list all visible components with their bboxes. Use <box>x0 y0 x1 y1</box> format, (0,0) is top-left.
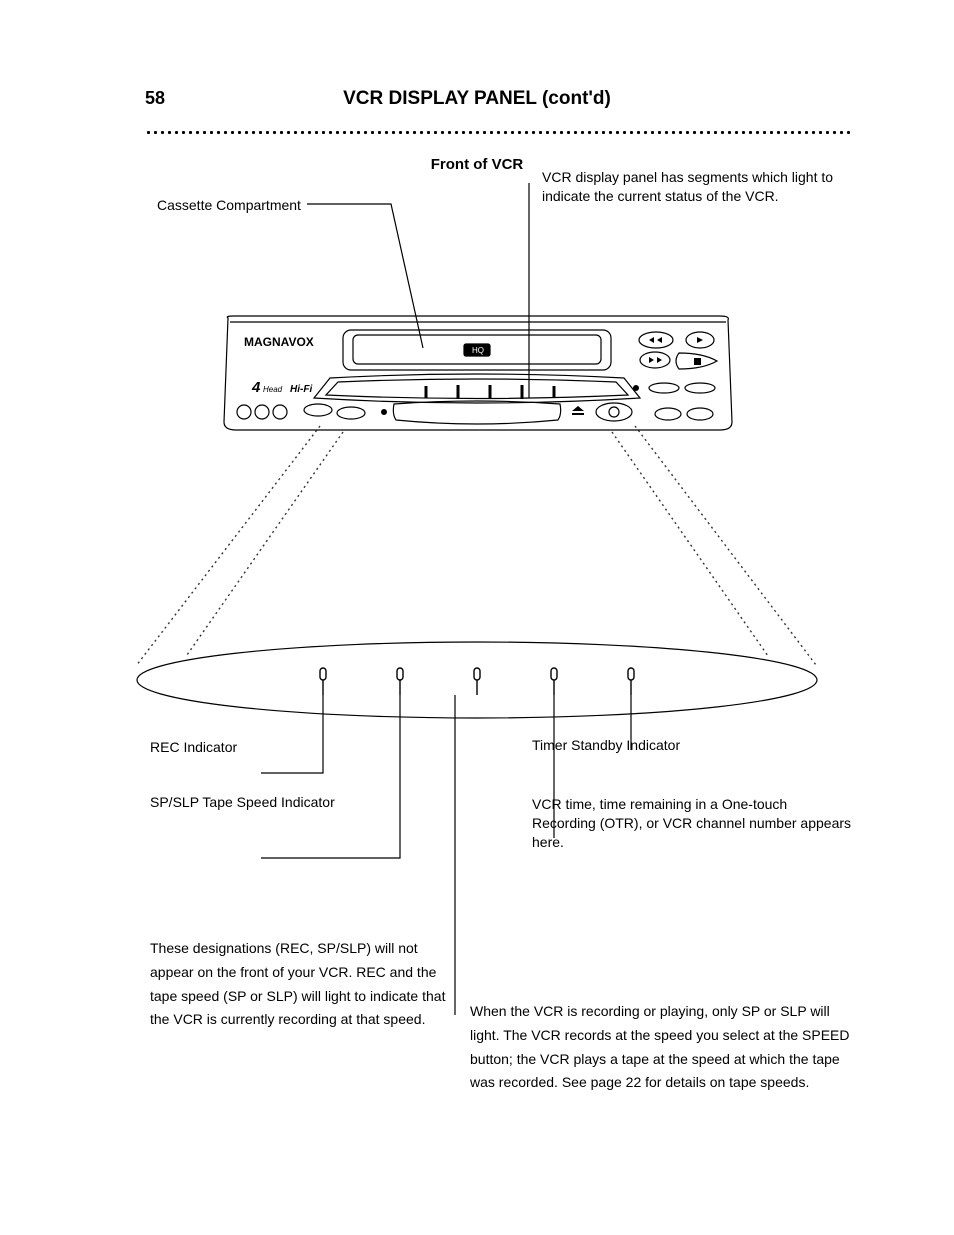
svg-text:Head: Head <box>263 385 283 394</box>
label-sp-slp-indicator: SP/SLP Tape Speed Indicator <box>150 793 380 812</box>
label-recording-speed-note-left: These designations (REC, SP/SLP) will no… <box>150 937 449 1032</box>
label-segment-displays: VCR display panel has segments which lig… <box>542 168 862 206</box>
label-recording-speed-note-right: When the VCR is recording or playing, on… <box>470 1000 850 1095</box>
page-title: VCR DISPLAY PANEL (cont'd) <box>0 88 954 110</box>
dotted-rule <box>145 130 854 135</box>
label-vcr-time: VCR time, time remaining in a One-touch … <box>532 795 852 852</box>
label-rec-indicator: REC Indicator <box>150 738 320 757</box>
label-cassette-compartment: Cassette Compartment <box>157 196 307 215</box>
svg-text:HQ: HQ <box>472 346 484 355</box>
svg-text:Hi-Fi: Hi-Fi <box>290 384 312 395</box>
svg-text:4: 4 <box>251 379 261 396</box>
svg-text:MAGNAVOX: MAGNAVOX <box>244 335 314 349</box>
label-timer-standby: Timer Standby Indicator <box>532 736 852 755</box>
page-container: 58 VCR DISPLAY PANEL (cont'd) Front of V… <box>0 0 954 1235</box>
